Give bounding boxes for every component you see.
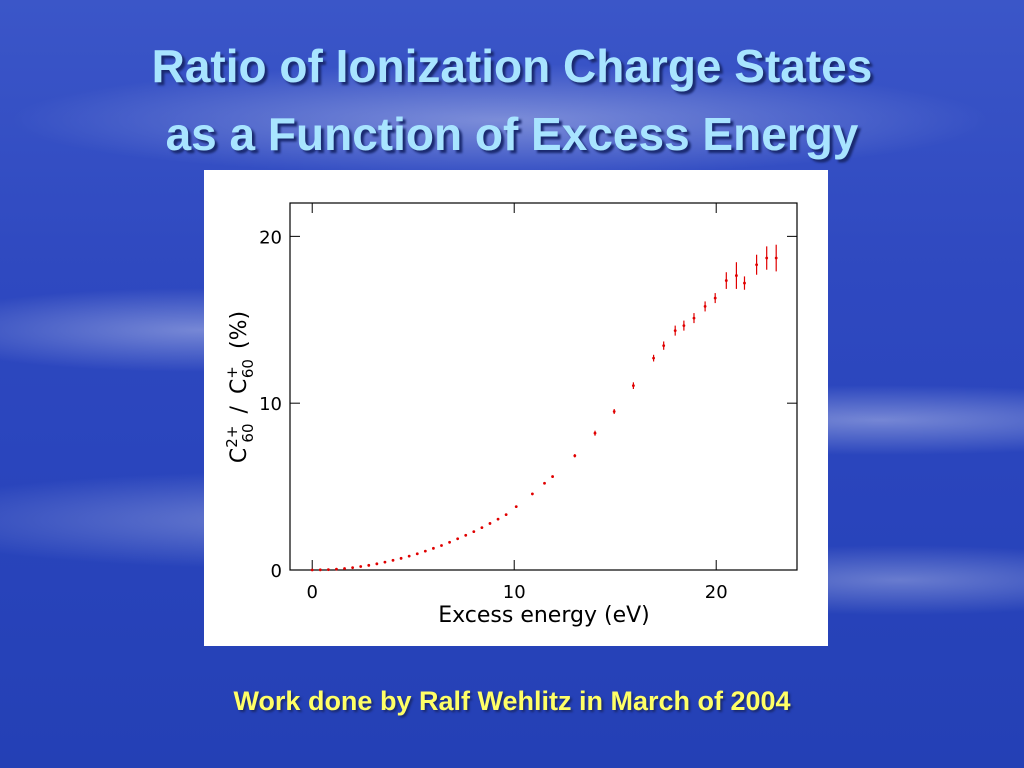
y-label-part: 2+ — [223, 426, 241, 448]
data-point — [359, 565, 363, 568]
data-point — [488, 522, 492, 525]
y-tick-label: 0 — [271, 561, 282, 582]
y-label-part: (%) — [227, 311, 252, 349]
data-point — [724, 279, 728, 282]
data-point — [423, 549, 427, 553]
data-point — [318, 568, 322, 572]
slide-title: as a Function of Excess Energy — [165, 108, 859, 160]
data-point — [480, 526, 484, 530]
x-tick-label: 20 — [705, 582, 728, 603]
chart: Excess energy (eV) C2+60/C+60(%) 0 10 2001… — [204, 170, 828, 646]
y-label-part: 60 — [239, 359, 257, 378]
data-point — [440, 544, 443, 547]
data-point — [383, 560, 387, 564]
x-tick-label: 0 — [306, 582, 317, 603]
y-label-part: + — [223, 366, 241, 379]
data-point — [593, 431, 597, 435]
data-point — [682, 324, 686, 328]
y-label-part: 60 — [239, 423, 257, 442]
data-point — [703, 305, 707, 308]
data-point — [692, 316, 696, 320]
data-point — [351, 566, 355, 570]
data-point — [472, 530, 476, 534]
y-tick-label: 10 — [259, 394, 282, 415]
data-point — [343, 567, 346, 570]
data-point — [612, 410, 616, 413]
data-point — [573, 454, 577, 458]
data-point — [514, 505, 518, 509]
x-tick-label: 10 — [503, 582, 526, 603]
slide-title: Ratio of Ionization Charge States — [151, 40, 873, 92]
y-label-part: C — [227, 379, 252, 394]
plot-frame — [289, 202, 798, 571]
data-point — [652, 356, 655, 360]
data-point — [543, 481, 546, 485]
y-tick-label: 20 — [259, 227, 282, 248]
data-point — [551, 475, 554, 478]
footer: Work done by Ralf Wehlitz in March of 20… — [233, 686, 791, 716]
data-point — [375, 562, 379, 566]
data-point — [735, 274, 738, 277]
data-point — [662, 344, 666, 348]
data-point — [310, 568, 314, 572]
data-point — [713, 296, 717, 300]
data-point — [448, 540, 451, 544]
data-point — [631, 384, 635, 388]
data-point — [367, 563, 371, 567]
data-point — [673, 329, 677, 333]
y-label-part: / — [227, 405, 252, 413]
chart-background — [204, 170, 828, 646]
x-axis-label: Excess energy (eV) — [438, 603, 649, 628]
data-point — [765, 256, 769, 260]
data-point — [326, 568, 330, 572]
data-point — [504, 513, 508, 517]
data-point — [530, 492, 534, 496]
y-label-part: C — [227, 448, 252, 463]
data-point — [415, 552, 419, 556]
data-point — [407, 554, 411, 558]
data-point — [456, 537, 460, 541]
data-point — [496, 517, 500, 521]
data-point — [464, 533, 468, 537]
y-axis-label: C2+60/C+60(%) — [223, 311, 257, 463]
data-point — [743, 281, 746, 285]
data-point — [432, 546, 435, 550]
data-point — [399, 556, 403, 560]
data-point — [755, 263, 759, 267]
data-point — [391, 558, 395, 562]
data-point — [774, 256, 778, 260]
data-point — [335, 567, 338, 571]
